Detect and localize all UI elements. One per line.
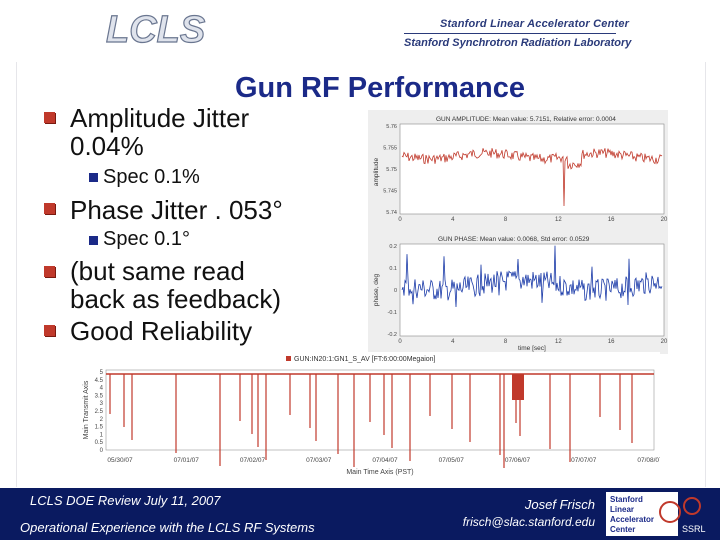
amp-yticks: 5.76 5.755 5.75 5.745 5.74 bbox=[383, 124, 397, 216]
reliability-dropout-block bbox=[512, 374, 524, 400]
x-tick-label: 4 bbox=[451, 339, 455, 345]
x-tick-label: 16 bbox=[608, 217, 615, 223]
bullet-marker bbox=[44, 112, 55, 123]
x-tick-label: 12 bbox=[555, 217, 562, 223]
slac-ssrl-logo: Stanford Linear Accelerator Center SSRL bbox=[606, 492, 706, 536]
reliability-legend: GUN:IN20:1:GN1_S_AV [FT:6:00:00Megaion] bbox=[294, 356, 436, 363]
y-tick-label: -0.1 bbox=[388, 310, 397, 316]
y-tick-label: 4 bbox=[100, 386, 104, 392]
lab-name-line1: Stanford Linear Accelerator Center bbox=[440, 18, 630, 30]
sub-bullet-amp-spec: Spec 0.1% bbox=[103, 166, 200, 188]
amp-plot-area bbox=[399, 123, 665, 215]
reliability-ylabel: Main Transmit Axis bbox=[83, 380, 90, 439]
y-tick-label: 5.76 bbox=[386, 124, 397, 130]
x-tick-label: 07/07/07 bbox=[571, 457, 597, 464]
ssrl-logo-text: SSRL bbox=[682, 524, 706, 534]
x-tick-label: 4 bbox=[451, 217, 455, 223]
x-tick-label: 16 bbox=[608, 339, 615, 345]
y-tick-label: 0.5 bbox=[95, 440, 104, 446]
x-tick-label: 07/03/07 bbox=[306, 457, 332, 464]
y-tick-label: 0 bbox=[394, 288, 397, 294]
lcls-logo-text: LCLS bbox=[106, 9, 205, 50]
x-tick-label: 20 bbox=[661, 339, 668, 345]
sub-bullet-phase-spec: Spec 0.1° bbox=[103, 228, 190, 250]
reliability-xlabel: Main Time Axis (PST) bbox=[346, 469, 413, 476]
x-tick-label: 07/04/07 bbox=[372, 457, 398, 464]
footer-email: frisch@slac.stanford.edu bbox=[462, 515, 595, 529]
x-tick-label: 20 bbox=[661, 217, 668, 223]
slide-footer bbox=[0, 488, 720, 540]
x-tick-label: 07/02/07 bbox=[240, 457, 266, 464]
slide-header bbox=[0, 0, 720, 62]
phase-xticks: 0 4 8 12 16 20 bbox=[398, 339, 668, 345]
phase-ylabel: phase, deg bbox=[373, 274, 380, 307]
bullet-amplitude-jitter: Amplitude Jitter 0.04% bbox=[70, 103, 250, 161]
ssrl-ring-icon bbox=[659, 501, 681, 523]
reliability-legend-swatch bbox=[286, 356, 291, 361]
amp-phase-plots: GUN AMPLITUDE: Mean value: 5.7151, Relat… bbox=[368, 110, 668, 354]
x-tick-label: 07/01/07 bbox=[174, 457, 200, 464]
y-tick-label: 1.5 bbox=[95, 425, 104, 431]
reliability-dropouts bbox=[109, 374, 633, 468]
phase-trace bbox=[401, 245, 663, 308]
slide-title: Gun RF Performance bbox=[234, 72, 526, 104]
bullet-readback-note: (but same read back as feedback) bbox=[70, 256, 282, 314]
slac-logo-line3: Accelerator bbox=[610, 515, 654, 524]
y-tick-label: 5.74 bbox=[386, 210, 397, 216]
x-tick-label: 8 bbox=[504, 339, 508, 345]
amp-ylabel: amplitude bbox=[373, 158, 380, 187]
y-tick-label: 2 bbox=[100, 417, 104, 423]
slac-logo-line4: Center bbox=[610, 525, 635, 534]
slac-logo-line2: Linear bbox=[610, 505, 634, 514]
rel-yticks: 5 4.5 43.5 3 2.5 2 1.51 0.5 0 bbox=[95, 370, 104, 454]
y-tick-label: 5.755 bbox=[383, 146, 397, 152]
footer-talk-title: Operational Experience with the LCLS RF … bbox=[20, 520, 315, 535]
header-rule bbox=[404, 33, 616, 34]
phase-yticks: 0.2 0.1 0 -0.1 -0.2 bbox=[388, 244, 397, 338]
x-tick-label: 07/06/07 bbox=[505, 457, 531, 464]
slac-logo-line1: Stanford bbox=[610, 495, 643, 504]
y-tick-label: 2.5 bbox=[95, 409, 104, 415]
time-xlabel: time [sec] bbox=[518, 345, 546, 352]
y-tick-label: 0 bbox=[100, 448, 104, 454]
bullet-marker bbox=[44, 325, 55, 336]
sub-bullet-marker bbox=[89, 173, 98, 182]
amp-xticks: 0 4 8 12 16 20 bbox=[398, 217, 668, 223]
reliability-area bbox=[105, 369, 655, 451]
lab-name-line2: Stanford Synchrotron Radiation Laborator… bbox=[404, 37, 632, 49]
y-tick-label: 5.75 bbox=[386, 167, 397, 173]
y-tick-label: 1 bbox=[100, 432, 104, 438]
x-tick-label: 05/30/07 bbox=[107, 457, 133, 464]
slac-logo-box bbox=[606, 492, 678, 536]
y-tick-label: 0.2 bbox=[389, 244, 397, 250]
y-tick-label: 4.5 bbox=[95, 378, 104, 384]
ssrl-ring-icon bbox=[683, 497, 701, 515]
y-tick-label: 5 bbox=[100, 370, 104, 376]
x-tick-label: 0 bbox=[398, 217, 402, 223]
y-tick-label: 5.745 bbox=[383, 189, 397, 195]
x-tick-label: 12 bbox=[555, 339, 562, 345]
rel-xticks: 05/30/07 07/01/07 07/02/07 07/03/07 07/04/07… bbox=[107, 457, 660, 464]
bullet-good-reliability: Good Reliability bbox=[70, 316, 253, 346]
footer-event: LCLS DOE Review July 11, 2007 bbox=[30, 493, 221, 508]
x-tick-label: 07/08/07 bbox=[637, 457, 660, 464]
x-tick-label: 8 bbox=[504, 217, 508, 223]
bullet-marker bbox=[44, 203, 55, 214]
phase-plot-area bbox=[399, 243, 665, 337]
y-tick-label: 0.1 bbox=[389, 266, 397, 272]
y-tick-label: -0.2 bbox=[388, 332, 397, 338]
bullet-phase-jitter: Phase Jitter . 053° bbox=[70, 195, 283, 225]
x-tick-label: 07/05/07 bbox=[439, 457, 465, 464]
y-tick-label: 3 bbox=[100, 401, 104, 407]
bullet-marker bbox=[44, 266, 55, 277]
sub-bullet-marker bbox=[89, 236, 98, 245]
lcls-logo: LCLS bbox=[105, 8, 205, 50]
reliability-plot: GUN:IN20:1:GN1_S_AV [FT:6:00:00Megaion] … bbox=[80, 352, 660, 484]
x-tick-label: 0 bbox=[398, 339, 402, 345]
amp-plot-title: GUN AMPLITUDE: Mean value: 5.7151, Relat… bbox=[436, 116, 616, 123]
amp-trace bbox=[401, 148, 663, 207]
phase-plot-title: GUN PHASE: Mean value: 0.0068, Std error… bbox=[438, 236, 590, 243]
y-tick-label: 3.5 bbox=[95, 393, 104, 399]
footer-author: Josef Frisch bbox=[524, 497, 595, 512]
